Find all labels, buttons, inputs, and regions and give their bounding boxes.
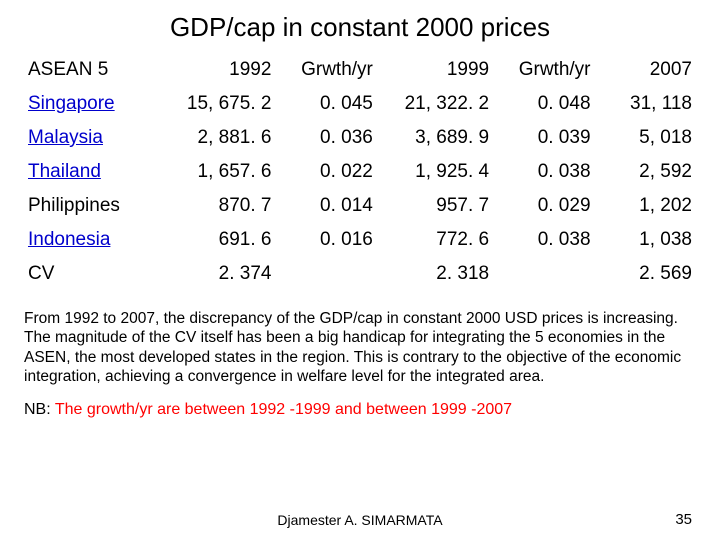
header-growth-a: Grwth/yr — [275, 53, 376, 87]
value-2007: 1, 038 — [595, 223, 696, 257]
growth-a: 0. 016 — [275, 223, 376, 257]
table-row: Indonesia 691. 60. 016772. 60. 0381, 038 — [24, 223, 696, 257]
table-row: Philippines870. 70. 014957. 70. 0291, 20… — [24, 189, 696, 223]
value-1999: 772. 6 — [377, 223, 493, 257]
country-cell: Malaysia — [24, 121, 159, 155]
growth-b: 0. 039 — [493, 121, 594, 155]
value-2007: 31, 118 — [595, 87, 696, 121]
growth-b: 0. 038 — [493, 155, 594, 189]
nb-highlight-a: The growth/yr are between 1992 -1999 — [55, 401, 331, 418]
table-header-row: ASEAN 5 1992 Grwth/yr 1999 Grwth/yr 2007 — [24, 53, 696, 87]
value-1992: 15, 675. 2 — [159, 87, 275, 121]
growth-b: 0. 038 — [493, 223, 594, 257]
header-growth-b: Grwth/yr — [493, 53, 594, 87]
value-1999: 3, 689. 9 — [377, 121, 493, 155]
country-link[interactable]: Indonesia — [28, 229, 110, 250]
table-row: Malaysia 2, 881. 60. 0363, 689. 90. 0395,… — [24, 121, 696, 155]
nb-line: NB: The growth/yr are between 1992 -1999… — [24, 401, 696, 419]
value-2007: 2, 592 — [595, 155, 696, 189]
value-1999: 1, 925. 4 — [377, 155, 493, 189]
page-number: 35 — [675, 511, 692, 528]
nb-mid: and between — [331, 401, 432, 418]
note-paragraph: From 1992 to 2007, the discrepancy of th… — [24, 309, 696, 387]
value-2007: 1, 202 — [595, 189, 696, 223]
country-cell: Singapore — [24, 87, 159, 121]
value-2007: 5, 018 — [595, 121, 696, 155]
slide-title: GDP/cap in constant 2000 prices — [24, 12, 696, 43]
country-link[interactable]: Thailand — [28, 161, 101, 182]
value-1992: 691. 6 — [159, 223, 275, 257]
cv-2007: 2. 569 — [595, 257, 696, 291]
value-1999: 21, 322. 2 — [377, 87, 493, 121]
country-link[interactable]: Malaysia — [28, 127, 103, 148]
growth-b: 0. 029 — [493, 189, 594, 223]
value-1999: 957. 7 — [377, 189, 493, 223]
table-body: Singapore 15, 675. 20. 04521, 322. 20. 04… — [24, 87, 696, 257]
country-cell: Thailand — [24, 155, 159, 189]
header-1999: 1999 — [377, 53, 493, 87]
growth-a: 0. 045 — [275, 87, 376, 121]
cv-1992: 2. 374 — [159, 257, 275, 291]
country-cell: Indonesia — [24, 223, 159, 257]
slide: GDP/cap in constant 2000 prices ASEAN 5 … — [0, 0, 720, 540]
country-cell: Philippines — [24, 189, 159, 223]
growth-a: 0. 036 — [275, 121, 376, 155]
header-rowlabel: ASEAN 5 — [24, 53, 159, 87]
cv-1999: 2. 318 — [377, 257, 493, 291]
cv-label: CV — [24, 257, 159, 291]
table-row: Singapore 15, 675. 20. 04521, 322. 20. 04… — [24, 87, 696, 121]
growth-a: 0. 014 — [275, 189, 376, 223]
footer-author: Djamester A. SIMARMATA — [0, 512, 720, 528]
gdp-table: ASEAN 5 1992 Grwth/yr 1999 Grwth/yr 2007… — [24, 53, 696, 291]
value-1992: 2, 881. 6 — [159, 121, 275, 155]
cv-row: CV 2. 374 2. 318 2. 569 — [24, 257, 696, 291]
nb-prefix: NB: — [24, 401, 55, 418]
growth-b: 0. 048 — [493, 87, 594, 121]
value-1992: 1, 657. 6 — [159, 155, 275, 189]
header-2007: 2007 — [595, 53, 696, 87]
country-link[interactable]: Singapore — [28, 93, 115, 114]
table-row: Thailand 1, 657. 60. 0221, 925. 40. 0382,… — [24, 155, 696, 189]
growth-a: 0. 022 — [275, 155, 376, 189]
nb-highlight-b: 1999 -2007 — [431, 401, 512, 418]
value-1992: 870. 7 — [159, 189, 275, 223]
header-1992: 1992 — [159, 53, 275, 87]
